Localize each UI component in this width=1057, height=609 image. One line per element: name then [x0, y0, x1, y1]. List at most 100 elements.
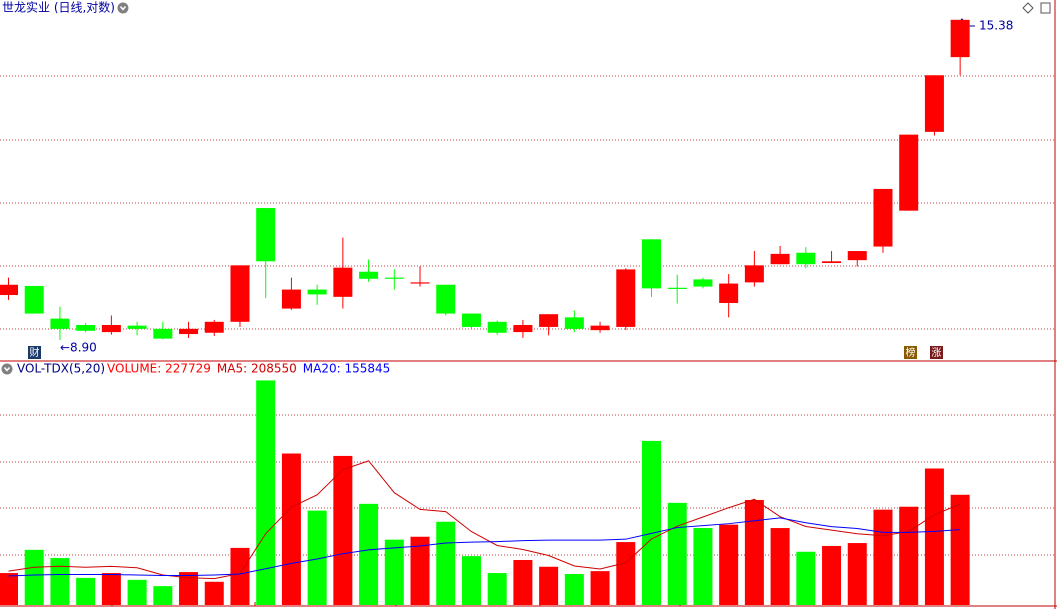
candle-body: [487, 321, 507, 333]
volume-bar: [822, 545, 842, 605]
candle-body: [230, 265, 250, 322]
candle-body: [847, 251, 867, 261]
candle-body: [539, 314, 559, 327]
volume-bar: [76, 577, 96, 605]
volume-bar: [693, 528, 713, 605]
candle-body: [513, 325, 533, 333]
marker[interactable]: 涨: [932, 347, 942, 359]
volume-bar: [770, 528, 790, 605]
candle-body: [410, 282, 430, 284]
volume-bar: [461, 556, 481, 605]
volume-bar: [487, 573, 507, 605]
candle-body: [436, 284, 456, 314]
marker-box[interactable]: [28, 346, 41, 359]
candle-body: [24, 285, 44, 314]
volume-bar: [744, 499, 764, 605]
candle-body: [924, 75, 944, 132]
legend-entry: VOLUME: 227729: [107, 362, 211, 376]
volume-bar: [307, 510, 327, 605]
candle-body: [796, 252, 816, 265]
title-menu-button[interactable]: [117, 2, 129, 14]
volume-title: VOL-TDX(5,20): [17, 362, 105, 376]
candle-body: [616, 269, 636, 327]
menu-chevron: [3, 367, 11, 372]
volume-bar: [513, 559, 533, 605]
candle-body: [899, 134, 919, 211]
menu-icon[interactable]: [1, 363, 13, 375]
candle-body: [461, 313, 481, 327]
candle-body: [256, 208, 276, 262]
volume-bar: [333, 455, 353, 605]
candle-body: [564, 317, 584, 329]
volume-bar: [616, 542, 636, 605]
candle-body: [873, 188, 893, 247]
candle-body: [307, 289, 327, 295]
high-annotation: 15.38: [979, 19, 1013, 33]
volume-bar: [436, 521, 456, 605]
volume-bar: [564, 574, 584, 605]
volume-bar: [796, 551, 816, 605]
candle-body: [204, 321, 224, 333]
volume-menu-button[interactable]: [1, 363, 13, 375]
volume-bar: [899, 506, 919, 605]
candle-body: [667, 287, 687, 289]
volume-bar: [847, 543, 867, 605]
candle-body: [822, 261, 842, 264]
marker[interactable]: 财: [30, 346, 40, 359]
diamond-icon[interactable]: [1022, 2, 1034, 14]
menu-chevron: [119, 6, 127, 11]
candle-body: [281, 289, 301, 309]
candle-body: [384, 277, 404, 279]
candle-body: [101, 325, 121, 333]
candle-body: [333, 267, 353, 297]
volume-bar: [667, 502, 687, 605]
volume-bar: [539, 566, 559, 605]
candle-body: [744, 265, 764, 283]
volume-bar: [50, 558, 70, 605]
volume-bar: [359, 503, 379, 605]
volume-bar: [950, 494, 970, 605]
volume-bar: [179, 572, 199, 605]
chart-title: 世龙实业 (日线,对数): [2, 0, 115, 15]
volume-bar: [924, 468, 944, 605]
volume-bar: [204, 581, 224, 605]
candle-body: [693, 279, 713, 287]
candle-body: [590, 325, 610, 331]
volume-bar: [153, 586, 173, 605]
candle-body: [179, 328, 199, 335]
moving-average-line: [8, 517, 961, 577]
volume-bar: [384, 539, 404, 605]
legend-entry: MA5: 208550: [217, 362, 297, 376]
marker[interactable]: 榜: [906, 346, 916, 359]
candle-body: [0, 284, 18, 296]
candle-body: [50, 318, 70, 329]
volume-bar: [642, 440, 661, 605]
candle-body: [719, 283, 739, 303]
legend-entry: MA20: 155845: [303, 362, 391, 376]
marker-box[interactable]: [930, 346, 943, 359]
candle-body: [950, 19, 970, 58]
volume-bar: [410, 536, 430, 605]
menu-icon[interactable]: [117, 2, 129, 14]
legend: VOLUME: 227729 MA5: 208550 MA20: 155845: [107, 362, 390, 376]
volume-bar: [101, 573, 121, 605]
volume-bar: [256, 380, 276, 605]
window-icon[interactable]: [1040, 2, 1051, 14]
candle-body: [127, 325, 147, 329]
volume-bar: [590, 571, 610, 605]
candle-body: [359, 271, 379, 279]
candle-body: [770, 253, 790, 265]
volume-bar: [873, 509, 893, 605]
candle-body: [153, 328, 173, 339]
volume-bar: [0, 573, 18, 605]
candle-body: [642, 239, 661, 289]
volume-bar: [127, 579, 147, 605]
candle-body: [76, 325, 96, 331]
volume-bar: [24, 549, 44, 605]
volume-bar: [719, 524, 739, 605]
volume-bar: [230, 547, 250, 605]
marker-box[interactable]: [904, 346, 917, 359]
low-annotation: ←8.90: [60, 341, 97, 355]
